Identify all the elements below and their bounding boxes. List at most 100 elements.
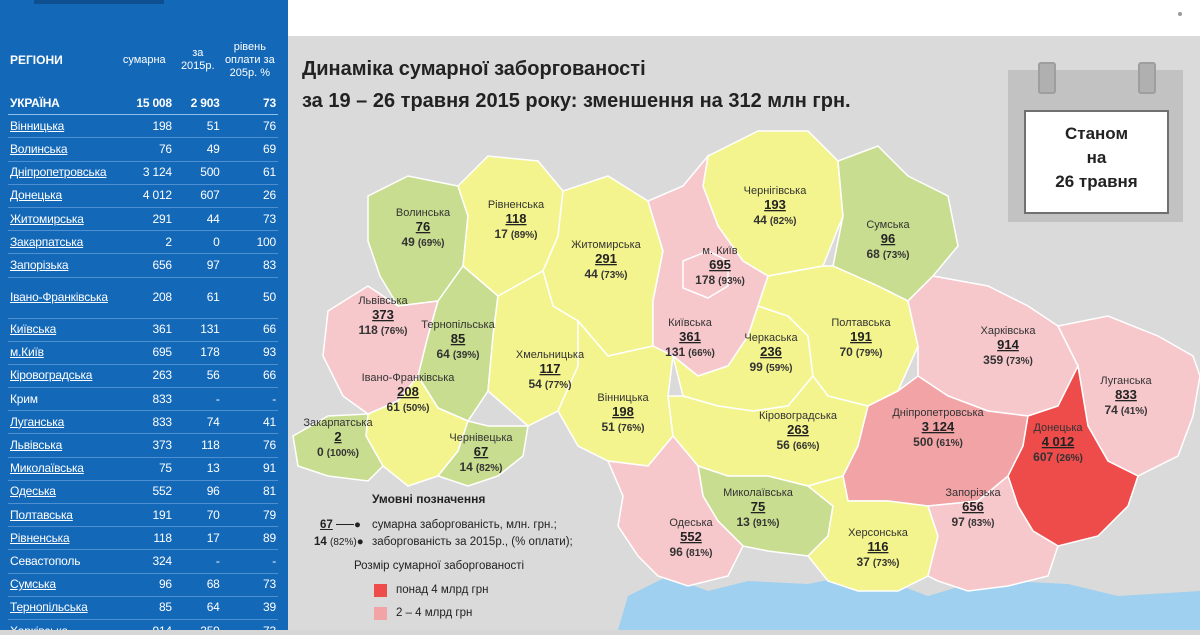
- table-cell-y2015: 17: [173, 526, 222, 551]
- map-legend: Умовні позначення 67 ● 14 (82%)● сумарна…: [314, 492, 620, 630]
- region-2015-value: 44 (73%): [584, 267, 627, 281]
- panel-top-accent: [34, 0, 164, 4]
- table-cell-region: Кіровоградська: [8, 364, 115, 389]
- table-cell-total: 75: [114, 457, 174, 481]
- region-name: Київська: [668, 317, 713, 329]
- table-cell-level: 41: [221, 410, 278, 435]
- region-total: 75: [751, 499, 765, 514]
- table-cell-y2015: 68: [173, 573, 222, 597]
- table-cell-total: 2: [114, 230, 174, 255]
- table-cell-total: 4 012: [114, 184, 174, 208]
- table-row: Рівненська 118 17 89: [8, 526, 278, 551]
- region-pct: (73%): [1006, 356, 1033, 367]
- table-cell-region: Крим: [8, 387, 115, 412]
- table-cell-region: Миколаївська: [8, 457, 115, 481]
- region-sub: 68: [866, 247, 880, 261]
- table-cell-total: 656: [114, 253, 174, 278]
- table-cell-y2015: 61: [173, 277, 222, 319]
- header-level: рівень оплати за 205р. %: [224, 40, 275, 79]
- table-row: м.Київ 695 178 93: [8, 341, 278, 365]
- table-row: Полтавська 191 70 79: [8, 503, 278, 528]
- table-cell-region: Луганська: [8, 410, 115, 435]
- table-cell-level: 50: [221, 277, 278, 319]
- regions-table-panel: РЕГІОНИ сумарна за 2015р. рівень оплати …: [0, 0, 288, 630]
- top-dot: [1178, 12, 1182, 16]
- table-cell-total: 833: [114, 387, 174, 412]
- table-cell-level: 81: [221, 480, 278, 505]
- region-total: 96: [881, 231, 895, 246]
- table-cell-y2015: 607: [173, 184, 222, 208]
- table-cell-region: м.Київ: [8, 341, 115, 365]
- region-name: Волинська: [396, 207, 451, 219]
- region-sub: 99: [749, 360, 763, 374]
- region-2015-value: 70 (79%): [839, 345, 882, 359]
- region-kherson: [806, 475, 939, 592]
- region-pct: (91%): [753, 518, 780, 529]
- calendar-ring-left: [1038, 62, 1056, 94]
- table-cell-level: 69: [221, 137, 278, 162]
- table-row: Запорізька 656 97 83: [8, 253, 278, 278]
- region-pct: (89%): [511, 230, 538, 241]
- legend-example-total-value: 67: [320, 519, 333, 531]
- region-total: 198: [612, 404, 634, 419]
- table-cell-level: 91: [221, 457, 278, 481]
- table-cell-region: Житомирська: [8, 207, 115, 232]
- table-cell-total: 198: [114, 114, 174, 139]
- region-2015-value: 14 (82%): [459, 460, 502, 474]
- table-row: Харківська91435973: [8, 619, 278, 630]
- table-row: Донецька 4 012 607 26: [8, 184, 278, 208]
- region-sub: 70: [839, 345, 853, 359]
- table-cell-y2015: 97: [173, 253, 222, 278]
- region-sub: 131: [665, 345, 685, 359]
- table-row: Житомирська 291 44 73: [8, 207, 278, 232]
- legend-line1: сумарна заборгованість, млн. грн.;: [372, 519, 557, 531]
- region-name: Черкаська: [744, 332, 798, 344]
- table-cell-y2015: 51: [173, 114, 222, 139]
- table-cell-level: -: [221, 387, 278, 412]
- region-total: 76: [416, 219, 430, 234]
- region-total: 67: [474, 444, 488, 459]
- region-total: 85: [451, 331, 465, 346]
- region-name: Полтавська: [831, 317, 891, 329]
- region-pct: (77%): [545, 380, 572, 391]
- region-kyivcity: [682, 250, 729, 299]
- region-sub: 51: [601, 420, 615, 434]
- region-sub: 14: [459, 460, 473, 474]
- table-cell-region: Севастополь: [8, 549, 115, 574]
- legend-example-sub: 14 (82%)●: [314, 536, 364, 548]
- legend-example-total: 67 ●: [320, 519, 361, 531]
- region-name: Луганська: [1100, 375, 1152, 387]
- region-total: 373: [372, 307, 394, 322]
- legend-size-title: Розмір сумарної заборгованості: [354, 560, 525, 572]
- calendar-ring-right: [1138, 62, 1156, 94]
- region-pct: (61%): [936, 438, 963, 449]
- table-cell-region: Тернопільська: [8, 596, 115, 620]
- table-row: Миколаївська 75 13 91: [8, 457, 278, 481]
- table-row: Сумська 96 68 73: [8, 573, 278, 597]
- table-cell-region: Київська: [8, 318, 115, 342]
- table-row: Луганська 833 74 41: [8, 410, 278, 435]
- table-cell-total: 291: [114, 207, 174, 232]
- table-cell-total: 85: [114, 596, 174, 620]
- table-cell-level: 73: [221, 92, 278, 116]
- region-total: 361: [679, 329, 701, 344]
- region-2015-value: 607 (26%): [1033, 450, 1083, 464]
- region-pct: (83%): [968, 518, 995, 529]
- region-sub: 17: [494, 227, 508, 241]
- region-zaporizhzhia: [926, 474, 1059, 592]
- region-name: Дніпропетровська: [892, 407, 984, 419]
- table-cell-level: 73: [221, 573, 278, 597]
- region-sub: 97: [951, 515, 965, 529]
- table-cell-y2015: 64: [173, 596, 222, 620]
- table-cell-total: 695: [114, 341, 174, 365]
- table-row: Севастополь 324- -: [8, 549, 278, 574]
- region-name: Одеська: [669, 517, 713, 529]
- region-pct: (79%): [856, 348, 883, 359]
- region-sub: 44: [584, 267, 598, 281]
- black-sea: [618, 576, 1200, 630]
